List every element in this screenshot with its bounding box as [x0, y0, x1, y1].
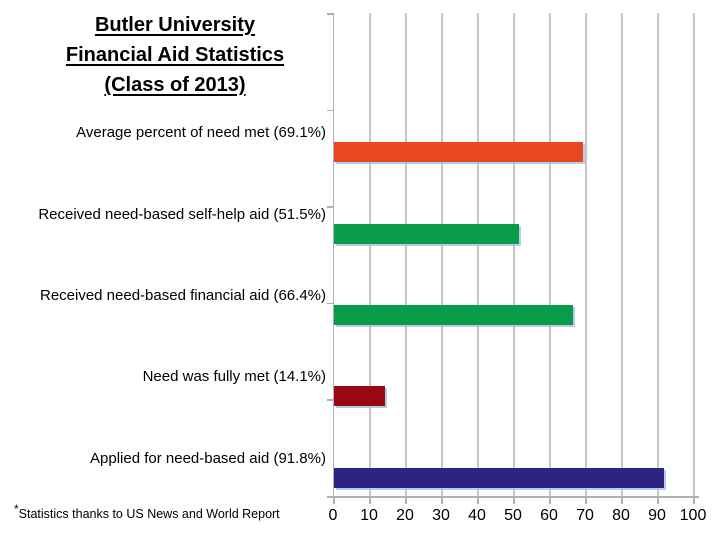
x-axis-tick	[333, 497, 335, 504]
y-axis-line	[332, 13, 334, 496]
x-axis-tick-label: 20	[396, 507, 414, 524]
x-axis-tick-label: 60	[540, 507, 558, 524]
bar	[334, 305, 574, 325]
gridline	[621, 13, 623, 496]
x-axis-tick	[477, 497, 479, 504]
x-axis-tick-label: 40	[468, 507, 486, 524]
gridline	[657, 13, 659, 496]
x-axis-tick	[369, 497, 371, 504]
x-axis-tick-label: 10	[360, 507, 378, 524]
chart-title-line-3: (Class of 2013)	[104, 74, 246, 96]
bar	[334, 224, 520, 244]
footnote-asterisk: *	[14, 501, 19, 516]
x-axis-tick	[441, 497, 443, 504]
category-label: Received need-based financial aid (66.4%…	[39, 287, 326, 304]
bar	[334, 386, 385, 406]
gridline	[585, 13, 587, 496]
y-axis-tick	[327, 302, 333, 305]
x-axis-tick-label: 0	[328, 507, 338, 524]
x-axis-tick-label: 100	[679, 507, 707, 524]
chart-title-line-1: Butler University	[94, 14, 256, 36]
y-axis-tick	[327, 399, 333, 401]
y-axis-tick	[327, 13, 333, 15]
x-axis-line	[327, 496, 699, 498]
x-axis-tick-label: 50	[504, 507, 522, 524]
source-footnote: *Statistics thanks to US News and World …	[14, 501, 280, 523]
x-axis-tick	[405, 497, 407, 504]
category-label: Applied for need-based aid (91.8%)	[90, 450, 326, 467]
x-axis-tick-label: 80	[612, 507, 630, 524]
chart-title: Butler University Financial Aid Statisti…	[18, 10, 332, 100]
category-label: Average percent of need met (69.1%)	[76, 124, 326, 141]
x-axis-tick	[657, 497, 659, 504]
x-axis-tick-label: 70	[576, 507, 594, 524]
plot-area	[334, 13, 695, 496]
x-axis-tick	[693, 497, 695, 504]
x-axis-tick	[549, 497, 551, 504]
x-axis-tick-label: 90	[648, 507, 666, 524]
gridline	[549, 13, 551, 496]
x-axis-tick	[513, 497, 515, 504]
x-axis-tick-label: 30	[432, 507, 450, 524]
gridline	[477, 13, 479, 496]
bar	[334, 468, 665, 488]
category-label: Need was fully met (14.1%)	[142, 368, 326, 385]
gridline	[369, 13, 371, 496]
gridline	[693, 13, 695, 496]
gridline	[441, 13, 443, 496]
footnote-text: Statistics thanks to US News and World R…	[18, 507, 280, 521]
gridline	[405, 13, 407, 496]
x-axis-tick	[585, 497, 587, 504]
bar	[334, 142, 583, 162]
gridline	[513, 13, 515, 496]
y-axis-tick	[327, 109, 333, 112]
category-label: Received need-based self-help aid (51.5%…	[38, 206, 326, 223]
y-axis-tick	[327, 206, 333, 208]
x-axis-tick	[621, 497, 623, 504]
chart-title-line-2: Financial Aid Statistics	[65, 44, 285, 66]
